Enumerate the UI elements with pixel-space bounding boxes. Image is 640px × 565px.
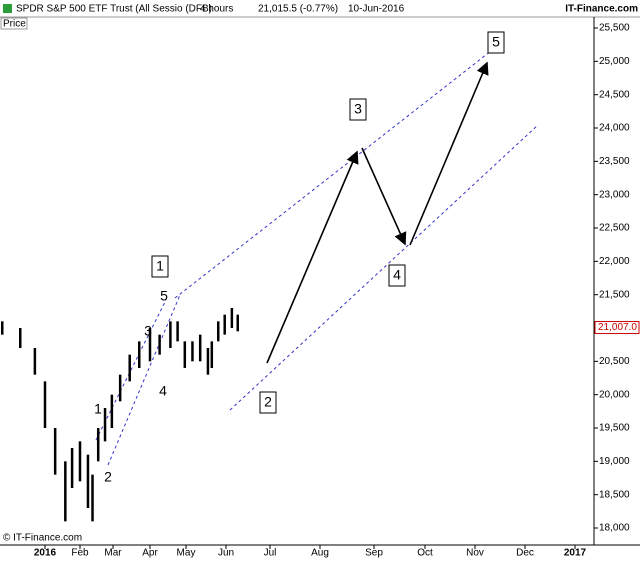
y-tick-label: 24,500: [599, 89, 630, 100]
wave-label: 2: [264, 394, 272, 410]
arrow: [409, 61, 489, 246]
logo: [3, 4, 12, 13]
y-tick-label: 25,500: [599, 23, 630, 34]
channel-line: [174, 39, 506, 299]
wave-box: [349, 98, 367, 121]
y-tick-label: 22,000: [599, 256, 630, 267]
subwave-label: 3: [144, 323, 152, 339]
x-tick-label: Jun: [218, 548, 234, 559]
wave-label: 4: [393, 267, 401, 283]
subwave-label: 5: [160, 288, 168, 304]
x-tick-label: Apr: [142, 548, 158, 559]
y-tick-label: 20,500: [599, 356, 630, 367]
arrow: [361, 147, 407, 246]
header-title: SPDR S&P 500 ETF Trust (All Sessio (DFB): [16, 4, 212, 15]
channel-line: [107, 294, 181, 466]
panel-label: Price: [3, 19, 26, 30]
wave-box: [388, 264, 406, 287]
x-tick-label: Feb: [71, 548, 89, 559]
wave-label: 3: [354, 101, 362, 117]
arrow: [266, 150, 359, 364]
x-tick-label: Jul: [264, 548, 277, 559]
wave-box: [151, 255, 169, 278]
y-tick-label: 23,000: [599, 189, 630, 200]
annotations: 1 2 3 4 5 5 3 4 1 2: [94, 31, 539, 485]
header-last: 21,015.5 (-0.77%): [258, 4, 338, 15]
x-tick-label: Dec: [516, 548, 534, 559]
y-tick-label: 19,000: [599, 456, 630, 467]
subwave-label: 2: [104, 469, 112, 485]
x-tick-label: Mar: [104, 548, 122, 559]
wave-label: 1: [156, 258, 164, 274]
header-brand: IT-Finance.com: [565, 4, 638, 15]
y-tick-label: 25,000: [599, 56, 630, 67]
y-tick-label: 21,500: [599, 289, 630, 300]
wave-label: 5: [492, 34, 500, 50]
x-tick-label: 2016: [34, 548, 57, 559]
y-tick-label: 23,500: [599, 156, 630, 167]
header-interval: 4 hours: [200, 4, 233, 15]
channel-line: [95, 299, 167, 441]
y-tick-label: 20,000: [599, 389, 630, 400]
last-price-label: 21,007.0: [598, 322, 637, 333]
y-tick-label: 22,500: [599, 223, 630, 234]
x-tick-label: Sep: [365, 548, 383, 559]
y-tick-label: 24,000: [599, 123, 630, 134]
header-date: 10-Jun-2016: [348, 4, 405, 15]
wave-box: [259, 391, 277, 414]
subwave-label: 4: [159, 383, 167, 399]
x-tick-label: May: [177, 548, 196, 559]
footer: © IT-Finance.com: [3, 533, 82, 544]
wave-box: [487, 31, 505, 54]
x-tick-label: 2017: [564, 548, 587, 559]
panel-box: [0, 17, 28, 30]
y-tick-label: 19,500: [599, 423, 630, 434]
y-tick-label: 18,000: [599, 523, 630, 534]
x-tick-label: Nov: [466, 548, 484, 559]
x-tick-label: Aug: [311, 548, 329, 559]
x-tick-label: Oct: [417, 548, 433, 559]
last-price-box: [594, 321, 640, 335]
subwave-label: 1: [94, 401, 102, 417]
channel-line: [229, 124, 539, 411]
y-tick-label: 18,500: [599, 489, 630, 500]
